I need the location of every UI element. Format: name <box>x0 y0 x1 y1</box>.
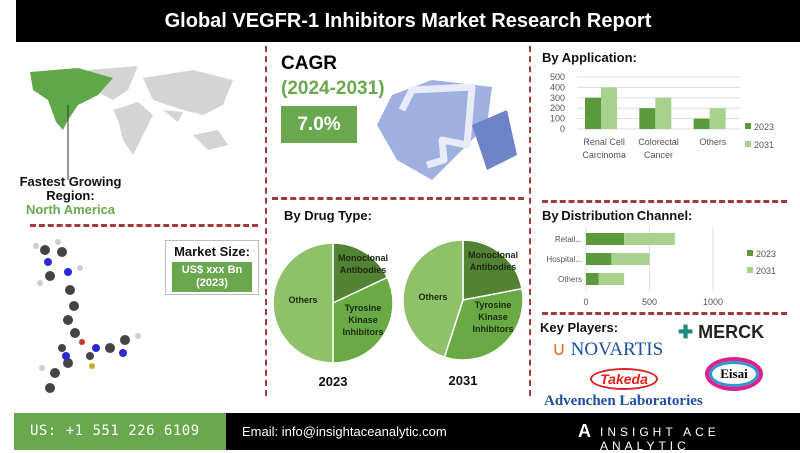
pie-slice <box>332 276 394 364</box>
y-tick-label: Others <box>558 275 582 284</box>
advenchen-logo: Advenchen Laboratories <box>544 393 703 409</box>
y-tick-label: 200 <box>550 103 565 113</box>
cagr-label: CAGR <box>281 53 337 74</box>
pie-label: Antibodies <box>340 265 387 275</box>
novartis-text: NOVARTIS <box>570 339 664 360</box>
pie-label: Inhibitors <box>343 327 384 337</box>
footer-phone: US: +1 551 226 6109 <box>14 413 226 450</box>
bar-2031 <box>598 273 625 285</box>
y-tick-label: 0 <box>560 124 565 134</box>
bar-2023 <box>586 233 625 245</box>
pie-slice <box>272 242 334 364</box>
x-tick-label: Carcinoma <box>582 150 626 160</box>
report-title: Global VEGFR-1 Inhibitors Market Researc… <box>16 0 800 42</box>
divider <box>542 200 787 203</box>
pie-label: Others <box>288 295 317 305</box>
x-tick-label: Colorectal <box>638 137 679 147</box>
pie-label: Kinase <box>478 312 508 322</box>
divider <box>30 224 258 227</box>
eisai-logo: Eisai <box>705 357 763 391</box>
legend-swatch <box>747 267 753 273</box>
fastest-region-line2: Region: <box>46 188 95 203</box>
y-tick-label: Hospital... <box>546 255 582 264</box>
distribution-title: By Distribution Channel: <box>542 208 693 223</box>
bar-2023 <box>586 273 599 285</box>
pie-label: Antibodies <box>470 262 517 272</box>
y-tick-label: 300 <box>550 93 565 103</box>
divider <box>542 312 787 315</box>
legend-swatch <box>745 141 751 147</box>
legend-label: 2031 <box>754 140 774 150</box>
pie-year-label: 2023 <box>319 374 348 389</box>
pie-slice <box>443 287 524 361</box>
divider <box>272 197 524 200</box>
legend-label: 2031 <box>756 266 776 276</box>
bar-2031 <box>655 97 672 129</box>
cagr-period: (2024-2031) <box>281 78 385 99</box>
pie-label: Monoclonal <box>338 253 388 263</box>
drug-type-pies: Monoclonal Antibodies Tyrosine Kinase Inhibi… <box>272 239 524 389</box>
cagr-value: 7.0% <box>281 106 357 143</box>
pie-label: Kinase <box>348 315 378 325</box>
distribution-chart: 0 500 1000 Retail... Hospital... Others 2023 20… <box>546 227 776 307</box>
fastest-region-value: North America <box>25 202 116 217</box>
divider <box>265 46 267 396</box>
bar-2023 <box>585 97 601 129</box>
molecule-illustration <box>33 239 141 393</box>
colon-illustration <box>377 80 517 180</box>
world-map <box>30 66 233 180</box>
market-size-label: Market Size: <box>174 244 250 259</box>
pie-label: Monoclonal <box>468 250 518 260</box>
bar-2023 <box>639 108 656 129</box>
y-tick-label: 100 <box>550 114 565 124</box>
y-tick-label: Retail... <box>555 235 582 244</box>
footer-bar: Email: info@insightaceanalytic.com A INS… <box>226 413 800 453</box>
pie-label: Tyrosine <box>475 300 512 310</box>
legend-label: 2023 <box>754 122 774 132</box>
footer-brand: INSIGHT ACE ANALYTIC <box>600 425 720 453</box>
key-players-title: Key Players: <box>540 320 619 335</box>
legend-swatch <box>747 250 753 256</box>
market-size-value: US$ xxx Bn <box>181 264 243 276</box>
market-size-card: Market Size: US$ xxx Bn (2023) <box>165 240 259 295</box>
pie-label: Inhibitors <box>473 324 514 334</box>
legend-label: 2023 <box>756 249 776 259</box>
merck-text: MERCK <box>698 322 765 342</box>
x-tick-label: 1000 <box>703 297 723 307</box>
bar-2031 <box>601 87 617 129</box>
x-tick-label: Renal Cell <box>583 137 625 147</box>
novartis-logo: ∪ NOVARTIS <box>552 339 664 360</box>
pie-year-label: 2031 <box>449 373 478 388</box>
market-size-year: (2023) <box>196 277 228 289</box>
pie-label: Others <box>418 292 447 302</box>
divider <box>529 46 531 396</box>
legend-swatch <box>745 123 751 129</box>
pie-slice <box>332 242 389 305</box>
x-tick-label: 0 <box>583 297 588 307</box>
application-title: By Application: <box>542 50 637 65</box>
y-tick-label: 500 <box>550 72 565 82</box>
x-tick-label: 500 <box>642 297 657 307</box>
bar-2023 <box>693 118 710 129</box>
drug-type-title: By Drug Type: <box>284 208 372 223</box>
bar-2031 <box>624 233 675 245</box>
takeda-logo: Takeda <box>590 368 658 390</box>
north-america-highlight <box>30 68 113 130</box>
x-tick-label: Cancer <box>644 150 673 160</box>
footer-email[interactable]: Email: info@insightaceanalytic.com <box>242 424 447 439</box>
fastest-region-label: Fastest Growing Region: North America <box>18 175 123 217</box>
bar-2031 <box>709 108 726 129</box>
bar-2031 <box>611 253 650 265</box>
x-tick-label: Others <box>699 137 727 147</box>
fastest-region-line1: Fastest Growing <box>19 174 122 189</box>
y-tick-label: 400 <box>550 82 565 92</box>
pie-label: Tyrosine <box>345 303 382 313</box>
brand-logo-icon: A <box>578 421 591 441</box>
pie-slice <box>462 239 523 301</box>
pie-slice <box>402 239 464 359</box>
bar-2023 <box>586 253 612 265</box>
merck-logo: ✚ MERCK <box>678 322 765 342</box>
